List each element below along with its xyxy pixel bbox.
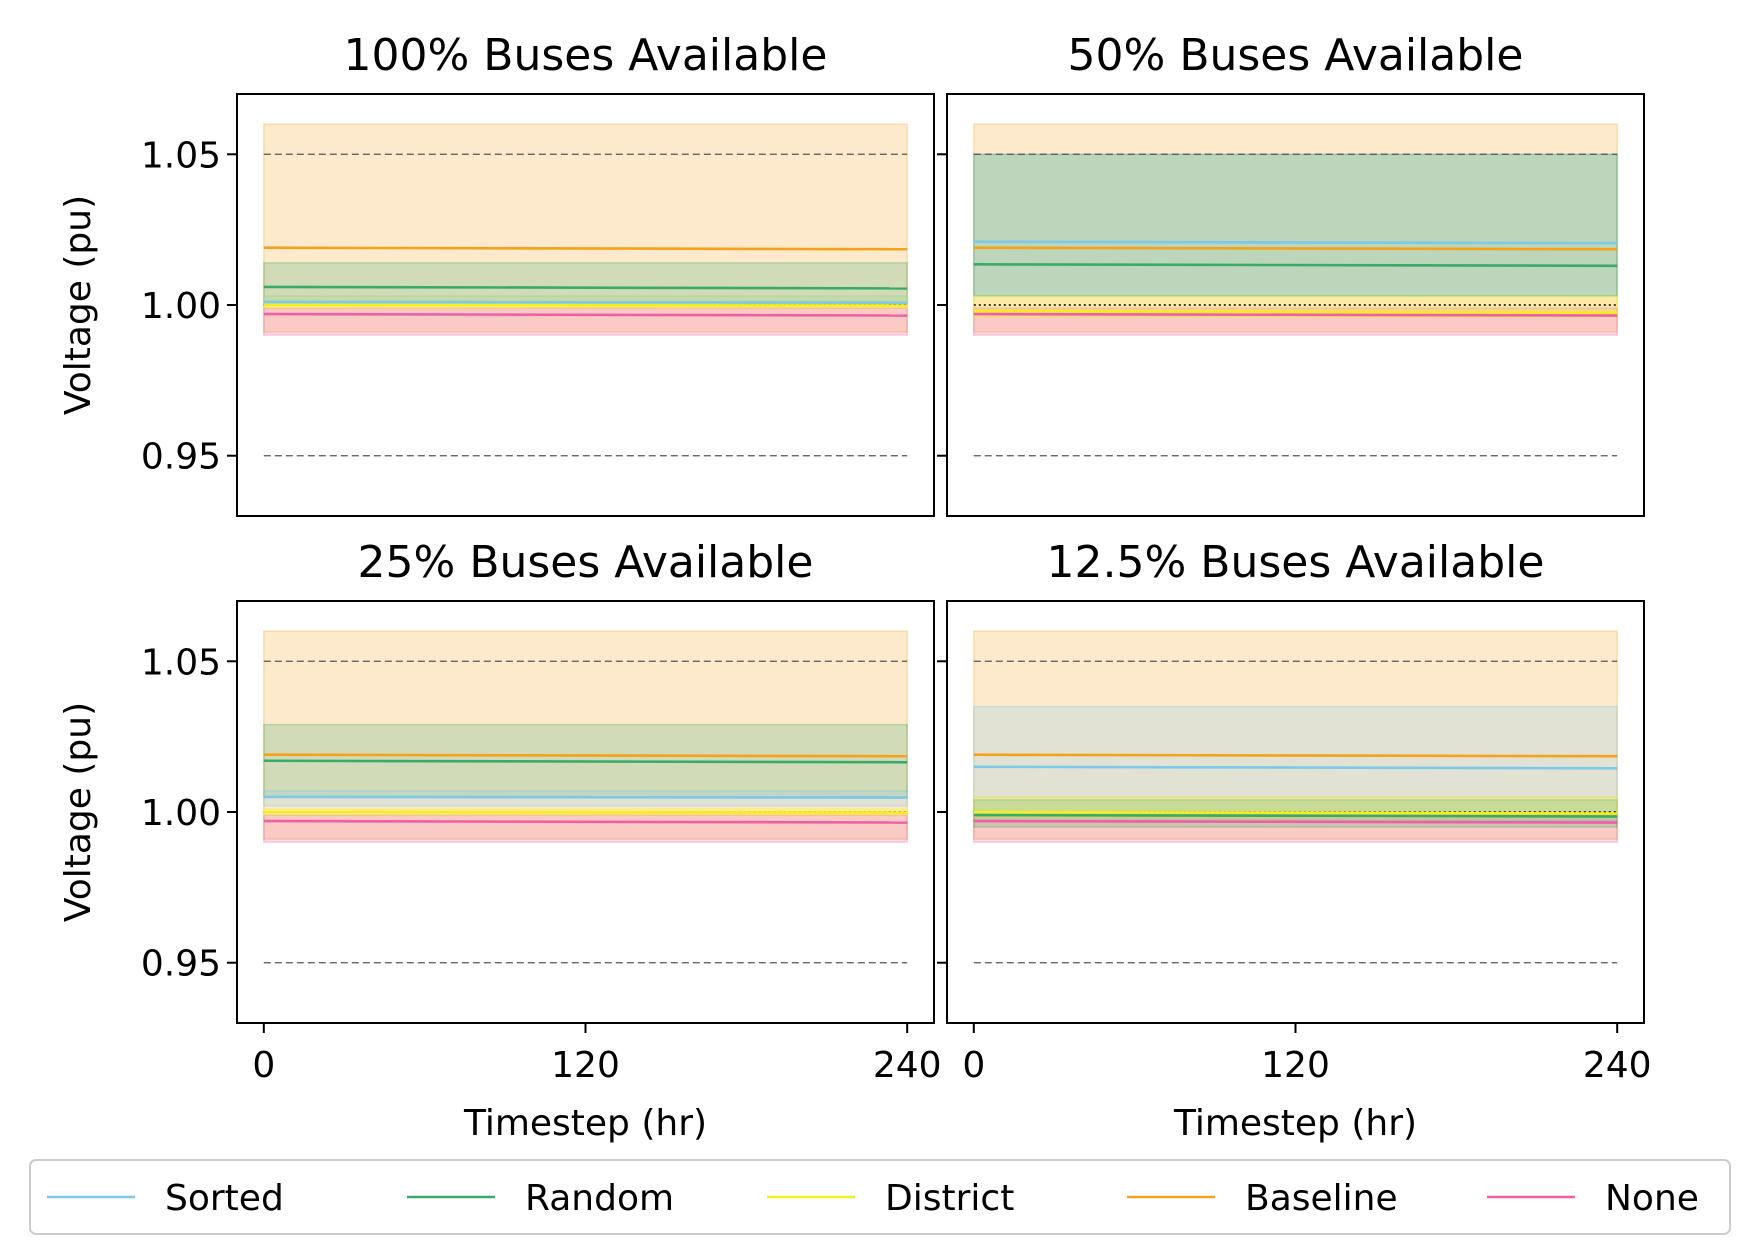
x-tick-label: 240 xyxy=(1583,1045,1652,1086)
legend-label: District xyxy=(885,1178,1014,1219)
subplot-grid: 100% Buses Available 0.95 1.00 1.05 Voltage … xyxy=(58,30,1652,1144)
series-line-random xyxy=(973,813,1618,818)
series-line-baseline xyxy=(973,753,1618,758)
x-tick-label: 0 xyxy=(252,1045,275,1086)
legend-label: Sorted xyxy=(165,1178,284,1219)
band-baseline xyxy=(263,123,908,333)
plot-area xyxy=(973,123,1618,457)
subplot-title: 50% Buses Available xyxy=(1068,30,1524,81)
series-line-district xyxy=(973,810,1618,815)
legend: Sorted Random District Baseline None xyxy=(29,1159,1731,1235)
series-line-district xyxy=(263,810,908,814)
subplot-title: 12.5% Buses Available xyxy=(1047,537,1545,588)
legend-item-random: Random xyxy=(407,1178,674,1219)
band-baseline xyxy=(973,630,1618,840)
subplot-50-buses-available: 50% Buses Available xyxy=(937,30,1645,517)
band-none xyxy=(263,814,908,843)
y-axis-label: Voltage (pu) xyxy=(58,702,99,922)
legend-label: None xyxy=(1605,1178,1699,1219)
x-tick-label: 240 xyxy=(873,1045,942,1086)
legend-label: Baseline xyxy=(1245,1178,1398,1219)
plot-area xyxy=(263,123,908,457)
series-line-district xyxy=(263,303,908,307)
series-line-baseline xyxy=(263,753,908,758)
y-tick-label: 0.95 xyxy=(141,944,221,985)
band-none xyxy=(263,307,908,336)
legend-frame xyxy=(29,1159,1731,1235)
subplot-12-5-buses-available: 12.5% Buses Available 0 120 240 Timestep (hr… xyxy=(937,537,1652,1144)
band-sorted xyxy=(973,153,1618,297)
series-line-none xyxy=(263,819,908,824)
series-line-district xyxy=(973,309,1618,314)
legend-item-sorted: Sorted xyxy=(47,1178,284,1219)
series-line-baseline xyxy=(973,246,1618,251)
series-line-baseline xyxy=(263,246,908,251)
series-line-random xyxy=(973,263,1618,268)
series-line-none xyxy=(973,819,1618,824)
y-tick-label: 1.00 xyxy=(141,793,221,834)
series-line-sorted xyxy=(973,765,1618,770)
x-axis-label: Timestep (hr) xyxy=(463,1103,707,1144)
legend-label: Random xyxy=(525,1178,674,1219)
y-tick-label: 0.95 xyxy=(141,437,221,478)
subplot-title: 25% Buses Available xyxy=(358,537,814,588)
x-axis-label: Timestep (hr) xyxy=(1173,1103,1417,1144)
band-sorted xyxy=(973,705,1618,822)
legend-item-none: None xyxy=(1487,1178,1699,1219)
x-tick-label: 120 xyxy=(551,1045,620,1086)
y-axis-label: Voltage (pu) xyxy=(58,195,99,415)
x-tick-label: 120 xyxy=(1261,1045,1330,1086)
band-baseline xyxy=(973,123,1618,333)
band-none xyxy=(973,814,1618,843)
series-line-random xyxy=(263,759,908,764)
legend-item-baseline: Baseline xyxy=(1127,1178,1398,1219)
x-tick-label: 0 xyxy=(962,1045,985,1086)
plot-area xyxy=(263,630,908,964)
subplot-title: 100% Buses Available xyxy=(344,30,828,81)
series-line-sorted xyxy=(973,240,1618,245)
legend-item-district: District xyxy=(767,1178,1014,1219)
y-tick-label: 1.05 xyxy=(141,135,221,176)
band-baseline xyxy=(263,630,908,840)
series-line-random xyxy=(263,285,908,290)
y-tick-label: 1.00 xyxy=(141,286,221,327)
subplot-25-buses-available: 25% Buses Available 0.95 1.00 1.05 0 120 240 Ti… xyxy=(58,537,942,1144)
plot-area xyxy=(973,630,1618,964)
subplot-100-buses-available: 100% Buses Available 0.95 1.00 1.05 Voltage … xyxy=(58,30,935,517)
band-random xyxy=(973,153,1618,297)
band-random xyxy=(263,262,908,306)
series-line-none xyxy=(973,312,1618,317)
series-line-none xyxy=(263,312,908,317)
series-line-sorted xyxy=(263,795,908,799)
series-line-sorted xyxy=(263,300,908,304)
y-tick-label: 1.05 xyxy=(141,642,221,683)
